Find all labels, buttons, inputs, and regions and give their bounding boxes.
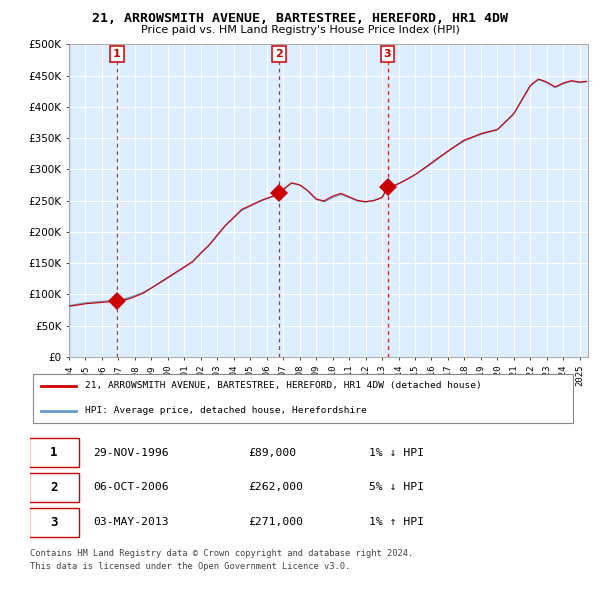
FancyBboxPatch shape: [29, 507, 79, 537]
Text: 03-MAY-2013: 03-MAY-2013: [93, 517, 169, 527]
Text: 21, ARROWSMITH AVENUE, BARTESTREE, HEREFORD, HR1 4DW: 21, ARROWSMITH AVENUE, BARTESTREE, HEREF…: [92, 12, 508, 25]
FancyBboxPatch shape: [29, 473, 79, 502]
FancyBboxPatch shape: [33, 374, 573, 422]
Text: 1: 1: [113, 49, 121, 59]
Text: £262,000: £262,000: [248, 483, 304, 493]
Text: 06-OCT-2006: 06-OCT-2006: [93, 483, 169, 493]
Text: 3: 3: [384, 49, 391, 59]
Text: £89,000: £89,000: [248, 448, 296, 457]
Text: £271,000: £271,000: [248, 517, 304, 527]
Text: HPI: Average price, detached house, Herefordshire: HPI: Average price, detached house, Here…: [85, 407, 367, 415]
FancyBboxPatch shape: [29, 438, 79, 467]
Text: 29-NOV-1996: 29-NOV-1996: [93, 448, 169, 457]
Text: This data is licensed under the Open Government Licence v3.0.: This data is licensed under the Open Gov…: [30, 562, 350, 571]
Text: 3: 3: [50, 516, 58, 529]
Text: 2: 2: [275, 49, 283, 59]
Text: Contains HM Land Registry data © Crown copyright and database right 2024.: Contains HM Land Registry data © Crown c…: [30, 549, 413, 558]
Text: 1% ↓ HPI: 1% ↓ HPI: [368, 448, 424, 457]
Text: 2: 2: [50, 481, 58, 494]
Text: Price paid vs. HM Land Registry's House Price Index (HPI): Price paid vs. HM Land Registry's House …: [140, 25, 460, 35]
Text: 21, ARROWSMITH AVENUE, BARTESTREE, HEREFORD, HR1 4DW (detached house): 21, ARROWSMITH AVENUE, BARTESTREE, HEREF…: [85, 381, 481, 390]
Text: 1% ↑ HPI: 1% ↑ HPI: [368, 517, 424, 527]
Text: 1: 1: [50, 446, 58, 459]
Text: 5% ↓ HPI: 5% ↓ HPI: [368, 483, 424, 493]
